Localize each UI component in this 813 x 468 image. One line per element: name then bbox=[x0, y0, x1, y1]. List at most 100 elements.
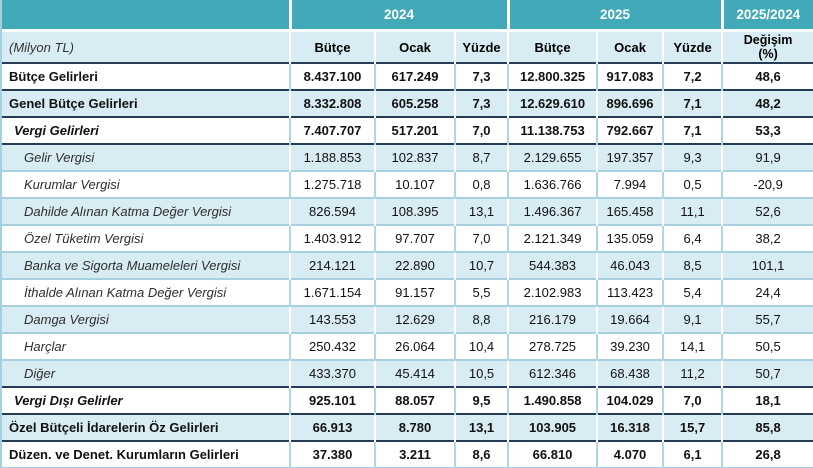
cell-ocak-2024: 617.249 bbox=[375, 62, 456, 90]
cell-yuzde-2024: 8,7 bbox=[455, 143, 510, 171]
cell-yuzde-2025: 6,4 bbox=[663, 224, 724, 252]
cell-yuzde-2024: 0,8 bbox=[455, 170, 510, 198]
cell-change-percent: -20,9 bbox=[722, 170, 813, 198]
cell-ocak-2024: 45.414 bbox=[375, 359, 456, 387]
unit-label: (Milyon TL) bbox=[2, 29, 291, 63]
cell-ocak-2024: 102.837 bbox=[375, 143, 456, 171]
cell-butce-2025: 612.346 bbox=[508, 359, 599, 387]
cell-ocak-2025: 46.043 bbox=[597, 251, 665, 279]
table-row: Bütçe Gelirleri 8.437.100 617.249 7,3 12… bbox=[2, 62, 813, 90]
cell-change-percent: 55,7 bbox=[722, 305, 813, 333]
table-body: Bütçe Gelirleri 8.437.100 617.249 7,3 12… bbox=[2, 62, 813, 467]
col-header-ocak-2024: Ocak bbox=[375, 29, 456, 63]
cell-yuzde-2024: 7,3 bbox=[455, 62, 510, 90]
cell-yuzde-2025: 7,0 bbox=[663, 386, 724, 414]
cell-ocak-2025: 39.230 bbox=[597, 332, 665, 360]
cell-yuzde-2025: 7,1 bbox=[663, 116, 724, 144]
cell-ocak-2025: 197.357 bbox=[597, 143, 665, 171]
cell-change-percent: 48,6 bbox=[722, 62, 813, 90]
row-label: Vergi Gelirleri bbox=[2, 116, 291, 144]
col-header-butce-2025: Bütçe bbox=[508, 29, 599, 63]
cell-butce-2025: 278.725 bbox=[508, 332, 599, 360]
year-header-row: 2024 2025 2025/2024 bbox=[2, 0, 813, 31]
cell-change-percent: 18,1 bbox=[722, 386, 813, 414]
cell-yuzde-2024: 10,7 bbox=[455, 251, 510, 279]
cell-yuzde-2024: 8,6 bbox=[455, 440, 510, 467]
row-label: Bütçe Gelirleri bbox=[2, 62, 291, 90]
table-row: Kurumlar Vergisi 1.275.718 10.107 0,8 1.… bbox=[2, 170, 813, 198]
cell-butce-2024: 7.407.707 bbox=[290, 116, 376, 144]
row-label: Banka ve Sigorta Muameleleri Vergisi bbox=[2, 251, 291, 279]
row-label: İthalde Alınan Katma Değer Vergisi bbox=[2, 278, 291, 306]
cell-butce-2024: 8.437.100 bbox=[290, 62, 376, 90]
cell-ocak-2024: 91.157 bbox=[375, 278, 456, 306]
row-label: Diğer bbox=[2, 359, 291, 387]
table-row: Özel Tüketim Vergisi 1.403.912 97.707 7,… bbox=[2, 224, 813, 252]
cell-ocak-2025: 792.667 bbox=[597, 116, 665, 144]
year-2024-header: 2024 bbox=[290, 0, 510, 31]
cell-ocak-2025: 7.994 bbox=[597, 170, 665, 198]
cell-butce-2025: 12.800.325 bbox=[508, 62, 599, 90]
cell-ocak-2025: 19.664 bbox=[597, 305, 665, 333]
cell-ocak-2025: 165.458 bbox=[597, 197, 665, 225]
cell-butce-2024: 1.403.912 bbox=[290, 224, 376, 252]
corner-empty-cell bbox=[2, 0, 292, 31]
cell-butce-2025: 1.496.367 bbox=[508, 197, 599, 225]
cell-butce-2025: 12.629.610 bbox=[508, 89, 599, 117]
cell-yuzde-2024: 7,3 bbox=[455, 89, 510, 117]
cell-yuzde-2025: 0,5 bbox=[663, 170, 724, 198]
cell-change-percent: 48,2 bbox=[722, 89, 813, 117]
cell-yuzde-2024: 13,1 bbox=[455, 197, 510, 225]
cell-ocak-2024: 22.890 bbox=[375, 251, 456, 279]
cell-yuzde-2024: 8,8 bbox=[455, 305, 510, 333]
row-label: Damga Vergisi bbox=[2, 305, 291, 333]
cell-ocak-2025: 113.423 bbox=[597, 278, 665, 306]
cell-yuzde-2025: 9,3 bbox=[663, 143, 724, 171]
row-label: Özel Bütçeli İdarelerin Öz Gelirleri bbox=[2, 413, 291, 441]
cell-ocak-2025: 917.083 bbox=[597, 62, 665, 90]
table-row: Dahilde Alınan Katma Değer Vergisi 826.5… bbox=[2, 197, 813, 225]
cell-butce-2024: 214.121 bbox=[290, 251, 376, 279]
table-row: Vergi Gelirleri 7.407.707 517.201 7,0 11… bbox=[2, 116, 813, 144]
cell-butce-2024: 143.553 bbox=[290, 305, 376, 333]
cell-change-percent: 24,4 bbox=[722, 278, 813, 306]
cell-butce-2025: 1.490.858 bbox=[508, 386, 599, 414]
cell-butce-2024: 250.432 bbox=[290, 332, 376, 360]
cell-change-percent: 91,9 bbox=[722, 143, 813, 171]
year-2025-header: 2025 bbox=[508, 0, 724, 31]
cell-ocak-2025: 16.318 bbox=[597, 413, 665, 441]
cell-ocak-2024: 26.064 bbox=[375, 332, 456, 360]
row-label: Dahilde Alınan Katma Değer Vergisi bbox=[2, 197, 291, 225]
cell-yuzde-2025: 15,7 bbox=[663, 413, 724, 441]
table-row: Vergi Dışı Gelirler 925.101 88.057 9,5 1… bbox=[2, 386, 813, 414]
cell-change-percent: 101,1 bbox=[722, 251, 813, 279]
cell-yuzde-2024: 10,4 bbox=[455, 332, 510, 360]
cell-ocak-2024: 108.395 bbox=[375, 197, 456, 225]
table-row: Diğer 433.370 45.414 10,5 612.346 68.438… bbox=[2, 359, 813, 387]
cell-butce-2025: 216.179 bbox=[508, 305, 599, 333]
cell-butce-2025: 2.102.983 bbox=[508, 278, 599, 306]
table-row: Gelir Vergisi 1.188.853 102.837 8,7 2.12… bbox=[2, 143, 813, 171]
cell-ocak-2025: 68.438 bbox=[597, 359, 665, 387]
cell-ocak-2025: 135.059 bbox=[597, 224, 665, 252]
cell-yuzde-2024: 10,5 bbox=[455, 359, 510, 387]
cell-butce-2024: 8.332.808 bbox=[290, 89, 376, 117]
cell-yuzde-2025: 7,1 bbox=[663, 89, 724, 117]
cell-change-percent: 50,7 bbox=[722, 359, 813, 387]
cell-change-percent: 52,6 bbox=[722, 197, 813, 225]
column-header-row: (Milyon TL) Bütçe Ocak Yüzde Bütçe Ocak … bbox=[2, 29, 813, 63]
cell-ocak-2024: 10.107 bbox=[375, 170, 456, 198]
cell-ocak-2024: 605.258 bbox=[375, 89, 456, 117]
cell-butce-2025: 2.121.349 bbox=[508, 224, 599, 252]
cell-yuzde-2025: 9,1 bbox=[663, 305, 724, 333]
cell-butce-2025: 11.138.753 bbox=[508, 116, 599, 144]
cell-ocak-2024: 12.629 bbox=[375, 305, 456, 333]
cell-ocak-2024: 97.707 bbox=[375, 224, 456, 252]
cell-yuzde-2025: 5,4 bbox=[663, 278, 724, 306]
cell-ocak-2024: 8.780 bbox=[375, 413, 456, 441]
col-header-change-percent: Değişim (%) bbox=[722, 29, 813, 63]
year-ratio-header: 2025/2024 bbox=[722, 0, 813, 31]
cell-ocak-2025: 896.696 bbox=[597, 89, 665, 117]
